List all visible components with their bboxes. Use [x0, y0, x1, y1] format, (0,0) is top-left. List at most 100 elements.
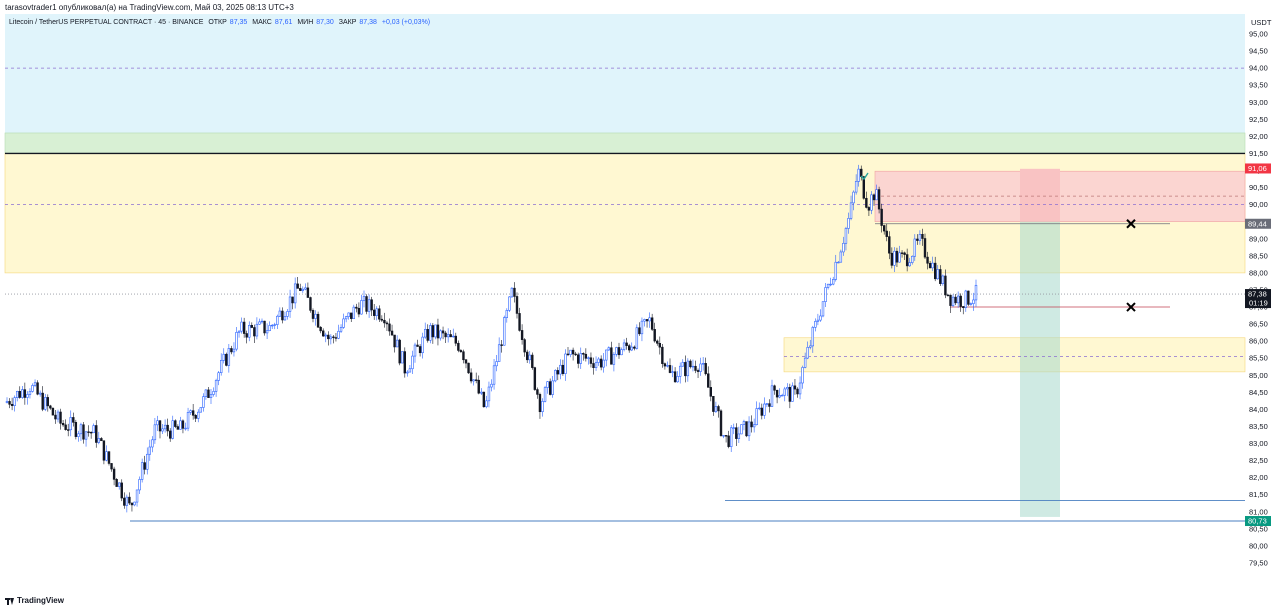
- time-tick-label: 12:00: [991, 579, 1010, 580]
- candle-body: [839, 251, 843, 263]
- candle-body: [656, 340, 659, 344]
- candle-body: [281, 310, 284, 321]
- candle-body: [265, 330, 269, 334]
- candle-body: [650, 317, 654, 330]
- candle-body: [508, 296, 511, 311]
- candle-body: [487, 386, 491, 402]
- candle-body: [248, 325, 251, 338]
- candle-body: [207, 389, 210, 398]
- candle-body: [429, 325, 432, 341]
- price-tick-label: 85,00: [1249, 371, 1268, 380]
- chart-area[interactable]: 95,00 94,50 94,00 93,50 93,00 92,50 92,00 91,50…: [0, 14, 1280, 580]
- candle-body: [497, 344, 501, 362]
- time-tick-label: 12:00: [894, 579, 913, 580]
- candle-body: [599, 358, 603, 368]
- candle-body: [123, 497, 126, 506]
- candle-body: [564, 353, 567, 374]
- publisher-header: tarasovtrader1 опубликовал(а) на Trading…: [0, 0, 1280, 16]
- candle-body: [880, 208, 883, 226]
- time-tick-label: 12:00: [798, 579, 817, 580]
- candle-body: [691, 365, 695, 368]
- candle-body: [260, 320, 264, 323]
- tradingview-logo-icon: [5, 597, 14, 605]
- candle-body: [153, 424, 157, 441]
- price-badge-red: 91,06: [1248, 164, 1267, 173]
- candle-body: [503, 317, 506, 346]
- candle-body: [962, 306, 965, 308]
- candle-body: [118, 482, 121, 487]
- symbol-legend: Litecoin / TetherUS PERPETUAL CONTRACT ·…: [9, 18, 433, 28]
- candle-body: [467, 362, 470, 374]
- price-badge-green-bg: [1245, 516, 1271, 527]
- candle-body: [350, 312, 353, 319]
- price-chart[interactable]: 95,00 94,50 94,00 93,50 93,00 92,50 92,00 91,50…: [0, 14, 1280, 580]
- candle-body: [676, 376, 679, 383]
- candle-body: [727, 435, 730, 447]
- candle-body: [964, 290, 968, 308]
- candle-body: [582, 353, 585, 355]
- candle-body: [778, 395, 781, 398]
- price-tick-label: 95,00: [1249, 30, 1268, 39]
- candle-body: [860, 168, 863, 177]
- candle-body: [793, 385, 797, 390]
- candle-body: [798, 382, 802, 395]
- candle-body: [941, 275, 945, 284]
- candle-body: [627, 345, 631, 351]
- candle-body: [788, 387, 792, 402]
- candle-body: [403, 351, 406, 374]
- candle-body: [895, 250, 899, 263]
- candle-body: [847, 218, 850, 229]
- candle-body: [110, 463, 113, 470]
- candle-body: [360, 300, 363, 315]
- candle-body: [852, 191, 855, 204]
- candle-body: [559, 364, 562, 375]
- candle-body: [589, 357, 593, 364]
- candle-body: [765, 403, 769, 405]
- time-tick-label: 12:00: [1087, 579, 1106, 580]
- candle-body: [171, 420, 174, 439]
- price-tick-label: 85,50: [1249, 354, 1268, 363]
- candle-body: [49, 405, 52, 409]
- candle-body: [232, 348, 236, 353]
- candle-body: [181, 420, 185, 429]
- candle-body: [413, 344, 417, 357]
- price-tick-label: 88,00: [1249, 268, 1268, 277]
- time-tick-label: 12:00: [1183, 579, 1202, 580]
- candle-body: [304, 287, 307, 290]
- candle-body: [286, 311, 289, 317]
- candle-body: [67, 429, 70, 431]
- candle-body: [923, 238, 927, 258]
- candle-body: [921, 234, 924, 239]
- candle-body: [158, 420, 162, 432]
- price-tick-label: 82,50: [1249, 456, 1268, 465]
- candle-body: [454, 335, 457, 344]
- candle-body: [538, 394, 542, 413]
- candle-body: [597, 358, 600, 363]
- candle-body: [819, 315, 822, 321]
- candle-body: [112, 468, 116, 480]
- candle-body: [291, 296, 294, 304]
- price-tick-label: 80,50: [1249, 524, 1268, 533]
- candle-body: [352, 306, 355, 319]
- candle-body: [337, 330, 340, 339]
- candle-body: [543, 387, 547, 402]
- candle-body: [505, 310, 508, 318]
- candle-body: [72, 417, 75, 423]
- candle-body: [796, 388, 799, 395]
- countdown-badge: 01:19: [1249, 299, 1268, 308]
- candle-body: [278, 310, 282, 317]
- candle-body: [643, 319, 646, 322]
- candle-body: [821, 301, 825, 317]
- price-badge-gray: 89,44: [1248, 219, 1267, 228]
- candle-body: [169, 430, 172, 439]
- tradingview-footer[interactable]: TradingView: [5, 594, 64, 608]
- candle-body: [446, 334, 450, 338]
- candle-body: [253, 327, 256, 337]
- candle-body: [638, 327, 641, 335]
- price-badge-red-bg: [1245, 163, 1271, 174]
- candle-body: [809, 345, 812, 348]
- close-value: 87,38: [359, 19, 377, 26]
- candle-body: [186, 412, 190, 429]
- time-tick-label: 12:00: [221, 579, 240, 580]
- column-red-part: [1020, 168, 1060, 222]
